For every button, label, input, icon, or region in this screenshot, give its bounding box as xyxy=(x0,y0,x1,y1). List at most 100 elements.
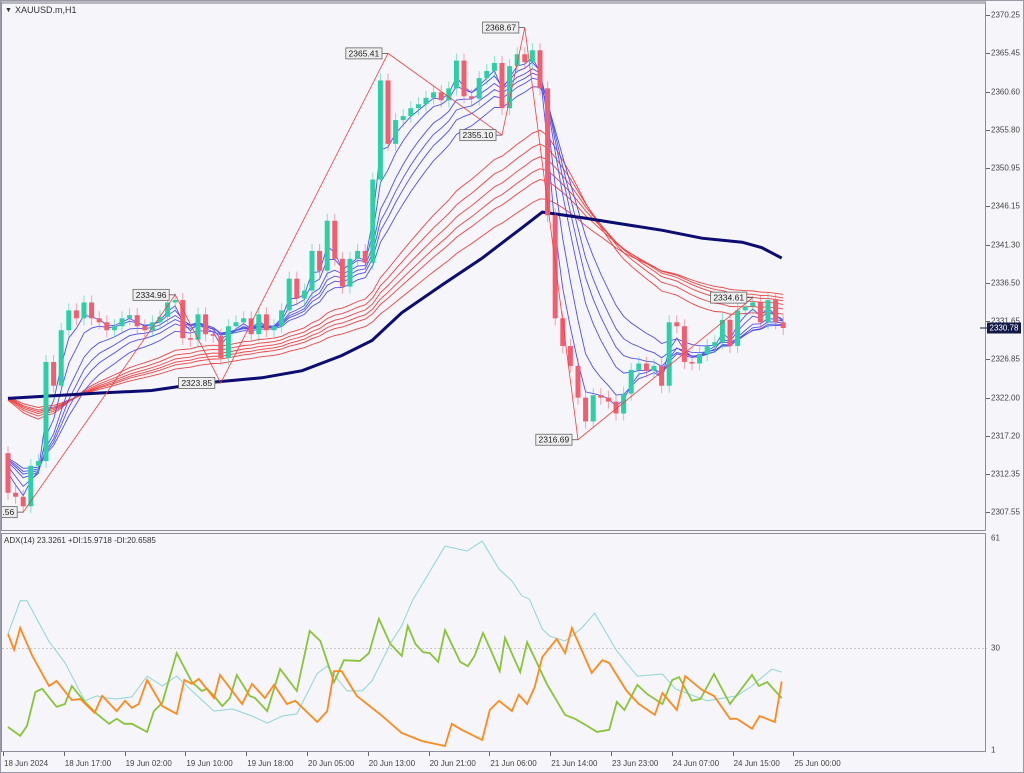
candle xyxy=(20,489,26,514)
price-tick-label: 2307.55 xyxy=(991,507,1020,517)
chart-title[interactable]: ▼ XAUUSD.m,H1 xyxy=(5,5,76,15)
bullish-candle-body xyxy=(529,50,535,63)
price-tick-mark xyxy=(986,397,990,399)
bearish-candle-body xyxy=(362,250,368,263)
candle xyxy=(180,293,186,346)
candle xyxy=(453,53,459,96)
price-chart-panel[interactable]: .56 2334.96 2323.85 2365.41 2355.10 2368.67 23… xyxy=(1,1,987,531)
bullish-candle-body xyxy=(66,310,72,331)
bearish-candle-body xyxy=(20,496,26,507)
bearish-candle-body xyxy=(248,318,254,335)
bullish-candle-body xyxy=(127,315,133,319)
bearish-candle-body xyxy=(294,278,300,299)
triangle-down-icon[interactable]: ▼ xyxy=(5,6,12,14)
candle xyxy=(590,388,596,429)
bullish-candle-body xyxy=(271,326,277,331)
candle xyxy=(697,347,703,371)
candle xyxy=(73,303,79,326)
candle xyxy=(400,109,406,128)
price-chart-canvas[interactable]: .56 2334.96 2323.85 2365.41 2355.10 2368.67 23… xyxy=(2,4,987,531)
price-tick-label: 2341.30 xyxy=(991,240,1020,250)
bullish-candle-body xyxy=(28,465,34,507)
zigzag-price-label: 2323.85 xyxy=(181,378,212,388)
zigzag-label-box xyxy=(178,377,216,389)
bullish-candle-body xyxy=(165,302,171,317)
bearish-candle-body xyxy=(613,401,619,414)
bullish-candle-body xyxy=(476,78,482,99)
bearish-candle-body xyxy=(142,326,148,331)
candle xyxy=(560,311,566,354)
bearish-candle-body xyxy=(757,302,763,323)
candle xyxy=(104,315,110,338)
adx-canvas[interactable] xyxy=(2,534,987,753)
candle xyxy=(666,315,672,393)
candle xyxy=(750,295,756,314)
candle xyxy=(545,81,551,223)
bearish-candle-body xyxy=(598,395,604,398)
zigzag-price-label: 2355.10 xyxy=(463,130,494,140)
candle xyxy=(195,307,201,347)
adx-tick-label: 30 xyxy=(991,643,1000,653)
time-tick-label: 20 Jun 05:00 xyxy=(308,759,355,768)
bearish-candle-body xyxy=(689,361,695,364)
time-tick-label: 18 Jun 2024 xyxy=(4,759,49,768)
time-tick-mark xyxy=(185,752,187,756)
candle xyxy=(681,319,687,369)
candle xyxy=(476,71,482,106)
bearish-candle-body xyxy=(522,54,528,63)
time-tick-mark xyxy=(671,752,673,756)
price-tick-label: 2322.00 xyxy=(991,393,1020,403)
zigzag-label-box xyxy=(535,433,573,446)
bullish-candle-body xyxy=(651,365,657,371)
bearish-candle-body xyxy=(339,258,345,287)
time-tick-mark xyxy=(307,752,308,756)
zigzag-label-box xyxy=(132,288,170,301)
price-tick-label: 2312.35 xyxy=(991,469,1020,479)
bearish-candle-body xyxy=(134,315,140,327)
candle xyxy=(484,63,490,86)
bearish-candle-body xyxy=(5,453,11,493)
bullish-candle-body xyxy=(666,322,672,386)
candle xyxy=(149,315,155,338)
bullish-candle-body xyxy=(507,66,513,109)
candle xyxy=(58,323,64,393)
candle xyxy=(81,295,87,326)
zigzag-price-label: 2316.69 xyxy=(539,435,570,445)
bearish-candle-body xyxy=(317,250,323,271)
zigzag-price-label: 2334.61 xyxy=(713,293,744,303)
candle xyxy=(712,335,718,354)
bullish-candle-body xyxy=(415,104,421,109)
candle xyxy=(355,243,361,266)
price-tick-label: 2336.50 xyxy=(991,278,1020,288)
long-ema-line xyxy=(7,168,784,413)
bullish-candle-body xyxy=(355,250,361,259)
bearish-candle-body xyxy=(13,492,19,497)
adx-indicator-panel[interactable] xyxy=(1,533,987,753)
price-tick-mark xyxy=(986,512,990,514)
candle xyxy=(461,53,467,104)
time-tick-mark xyxy=(732,752,734,756)
bullish-candle-body xyxy=(712,342,718,347)
candle xyxy=(727,312,733,354)
candle xyxy=(438,85,444,108)
time-tick-label: 21 Jun 14:00 xyxy=(551,759,598,768)
candle xyxy=(241,311,247,330)
minus-di-line xyxy=(7,625,783,748)
candle xyxy=(233,315,239,334)
price-tick-mark xyxy=(986,129,990,131)
time-tick-label: 24 Jun 15:00 xyxy=(733,759,780,768)
bearish-candle-body xyxy=(51,361,57,386)
bullish-candle-body xyxy=(286,278,292,311)
candle xyxy=(347,251,353,294)
candle xyxy=(35,454,41,473)
candle xyxy=(598,388,604,405)
candle xyxy=(499,55,505,116)
time-tick-mark xyxy=(550,752,552,756)
bullish-candle-body xyxy=(225,326,231,358)
long-ema-line xyxy=(7,129,784,420)
bullish-candle-body xyxy=(241,318,247,323)
bearish-candle-body xyxy=(773,300,779,323)
bearish-candle-body xyxy=(659,365,665,386)
candle xyxy=(643,356,649,378)
plus-di-line xyxy=(7,616,783,738)
